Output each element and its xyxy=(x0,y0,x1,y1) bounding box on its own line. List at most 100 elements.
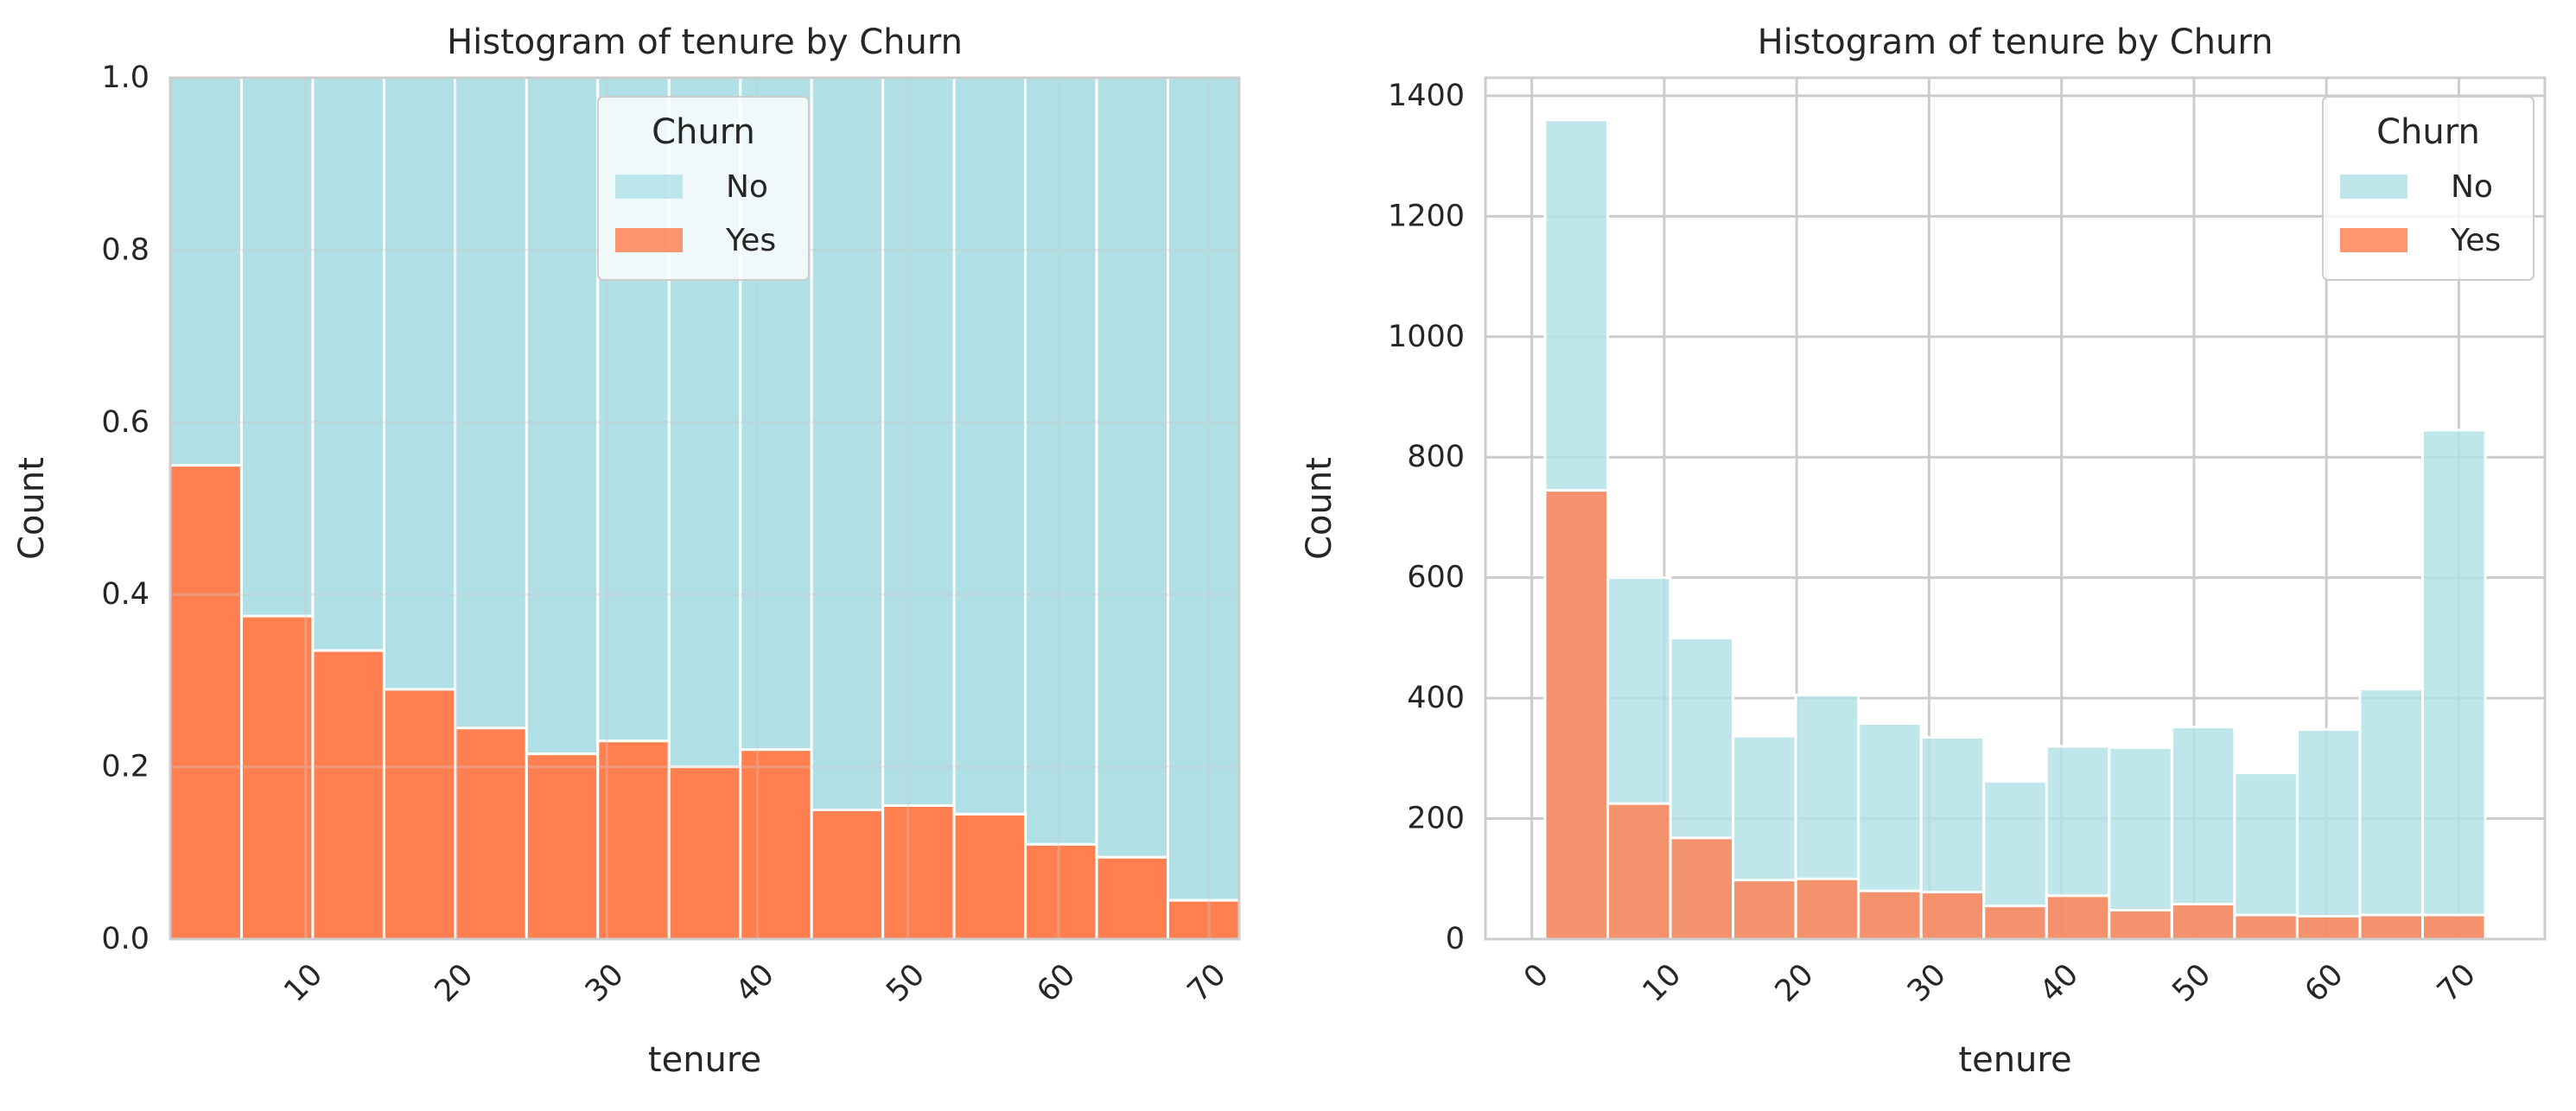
right-title: Histogram of tenure by Churn xyxy=(1758,22,2274,62)
right-x-tick-label: 60 xyxy=(2299,957,2350,1009)
left-bar-no xyxy=(1167,76,1241,902)
right-bar-yes xyxy=(1919,891,1986,941)
right-frame xyxy=(1484,76,2547,941)
right-y-label: Count xyxy=(1300,457,1339,560)
left-x-tick-label: 60 xyxy=(1031,957,1083,1009)
left-bar-yes xyxy=(382,688,457,941)
left-bar-no xyxy=(311,76,385,652)
left-bar-yes xyxy=(881,803,956,941)
left-legend-label-no: No xyxy=(726,169,768,205)
right-x-tick-label: 50 xyxy=(2166,957,2218,1009)
chart-left: 10 20 30 40 50 60 70 0.0 0.2 0.4 0.6 0.8 1.0 Histog… xyxy=(12,22,1241,1080)
left-y-ticks: 0.0 0.2 0.4 0.6 0.8 1.0 xyxy=(101,60,149,956)
left-x-tick-label: 20 xyxy=(429,957,480,1009)
left-bar-yes xyxy=(596,740,671,941)
right-bar-yes xyxy=(2108,909,2173,941)
left-y-tick-label: 0.6 xyxy=(101,405,149,440)
right-bar-yes xyxy=(2233,913,2299,941)
left-frame xyxy=(169,76,1241,941)
right-x-ticks: 0 10 20 30 40 50 60 70 xyxy=(1517,957,2483,1009)
left-bar-no xyxy=(169,76,243,467)
right-y-tick-label: 200 xyxy=(1407,802,1465,836)
right-legend-label-yes: Yes xyxy=(2450,223,2501,258)
left-x-label: tenure xyxy=(648,1040,761,1080)
left-y-tick-label: 0.2 xyxy=(101,750,149,784)
right-y-tick-label: 600 xyxy=(1407,561,1465,595)
right-bar-yes xyxy=(2295,915,2362,941)
right-bar-yes xyxy=(1543,489,1609,941)
right-bar-no xyxy=(2421,429,2487,941)
right-y-tick-label: 0 xyxy=(1446,922,1465,956)
left-bar-no xyxy=(382,76,457,691)
left-bar-no xyxy=(952,76,1027,816)
right-y-tick-label: 800 xyxy=(1407,440,1465,474)
left-bar-no xyxy=(810,76,885,811)
right-legend-label-no: No xyxy=(2451,169,2493,205)
left-legend-swatch-yes xyxy=(615,228,683,252)
left-bar-yes xyxy=(311,649,385,941)
right-x-tick-label: 40 xyxy=(2033,957,2085,1009)
right-bar-yes xyxy=(1669,836,1735,941)
left-y-tick-label: 1.0 xyxy=(101,60,149,95)
left-bar-yes xyxy=(667,765,742,941)
right-bar-no xyxy=(2233,771,2299,941)
left-x-tick-label: 30 xyxy=(579,957,631,1009)
left-legend-label-yes: Yes xyxy=(725,223,776,258)
left-title: Histogram of tenure by Churn xyxy=(447,22,963,62)
right-x-tick-label: 20 xyxy=(1769,957,1821,1009)
right-bar-yes xyxy=(2045,894,2111,941)
right-x-tick-label: 30 xyxy=(1901,957,1953,1009)
right-bar-yes xyxy=(1606,802,1672,941)
right-x-tick-label: 70 xyxy=(2431,957,2483,1009)
left-x-tick-label: 10 xyxy=(277,957,329,1009)
right-bar-yes xyxy=(2421,913,2487,941)
right-legend-title: Churn xyxy=(2376,112,2480,152)
right-y-tick-label: 1200 xyxy=(1388,199,1465,233)
left-bar-no xyxy=(525,76,600,756)
left-bar-yes xyxy=(454,727,528,941)
left-bar-no xyxy=(881,76,956,807)
chart-right: 0 10 20 30 40 50 60 70 0 200 400 600 800 1000 1200 140… xyxy=(1300,22,2547,1080)
right-y-ticks: 0 200 400 600 800 1000 1200 1400 xyxy=(1388,79,1465,956)
left-bar-yes xyxy=(1167,898,1241,941)
left-y-tick-label: 0.8 xyxy=(101,232,149,267)
right-bar-yes xyxy=(1732,879,1797,941)
right-x-label: tenure xyxy=(1958,1040,2071,1080)
right-bar-no xyxy=(2358,688,2425,941)
left-bar-yes xyxy=(169,464,243,941)
left-bar-yes xyxy=(239,614,315,941)
left-bar-no xyxy=(1024,76,1098,846)
left-legend-swatch-no xyxy=(615,175,683,199)
left-x-tick-label: 50 xyxy=(880,957,932,1009)
left-bars xyxy=(169,76,1241,941)
left-x-ticks: 10 20 30 40 50 60 70 xyxy=(277,957,1232,1009)
left-bar-yes xyxy=(739,748,813,941)
left-x-tick-label: 40 xyxy=(729,957,781,1009)
right-bar-yes xyxy=(2358,913,2425,941)
right-bar-yes xyxy=(1794,877,1860,941)
right-bar-yes xyxy=(1857,889,1923,941)
left-bar-no xyxy=(454,76,528,730)
right-bar-no xyxy=(2295,727,2362,941)
right-x-tick-label: 0 xyxy=(1517,957,1555,995)
left-bar-yes xyxy=(525,752,600,941)
right-bars xyxy=(1543,118,2487,941)
right-bar-no xyxy=(2108,746,2173,941)
left-legend: Churn No Yes xyxy=(597,96,810,281)
left-bar-yes xyxy=(1024,842,1098,941)
left-bar-yes xyxy=(810,808,885,941)
right-legend-swatch-no xyxy=(2340,175,2407,199)
right-legend: Churn No Yes xyxy=(2322,96,2535,281)
right-bar-yes xyxy=(1982,905,2048,941)
left-legend-title: Churn xyxy=(652,112,755,152)
right-y-tick-label: 1400 xyxy=(1388,79,1465,113)
left-y-tick-label: 0.4 xyxy=(101,577,149,612)
right-bar-yes xyxy=(2170,903,2236,941)
right-y-tick-label: 1000 xyxy=(1388,320,1465,354)
left-x-tick-label: 70 xyxy=(1181,957,1233,1009)
left-bar-no xyxy=(239,76,315,618)
right-legend-swatch-yes xyxy=(2340,228,2407,252)
right-y-tick-label: 400 xyxy=(1407,681,1465,715)
